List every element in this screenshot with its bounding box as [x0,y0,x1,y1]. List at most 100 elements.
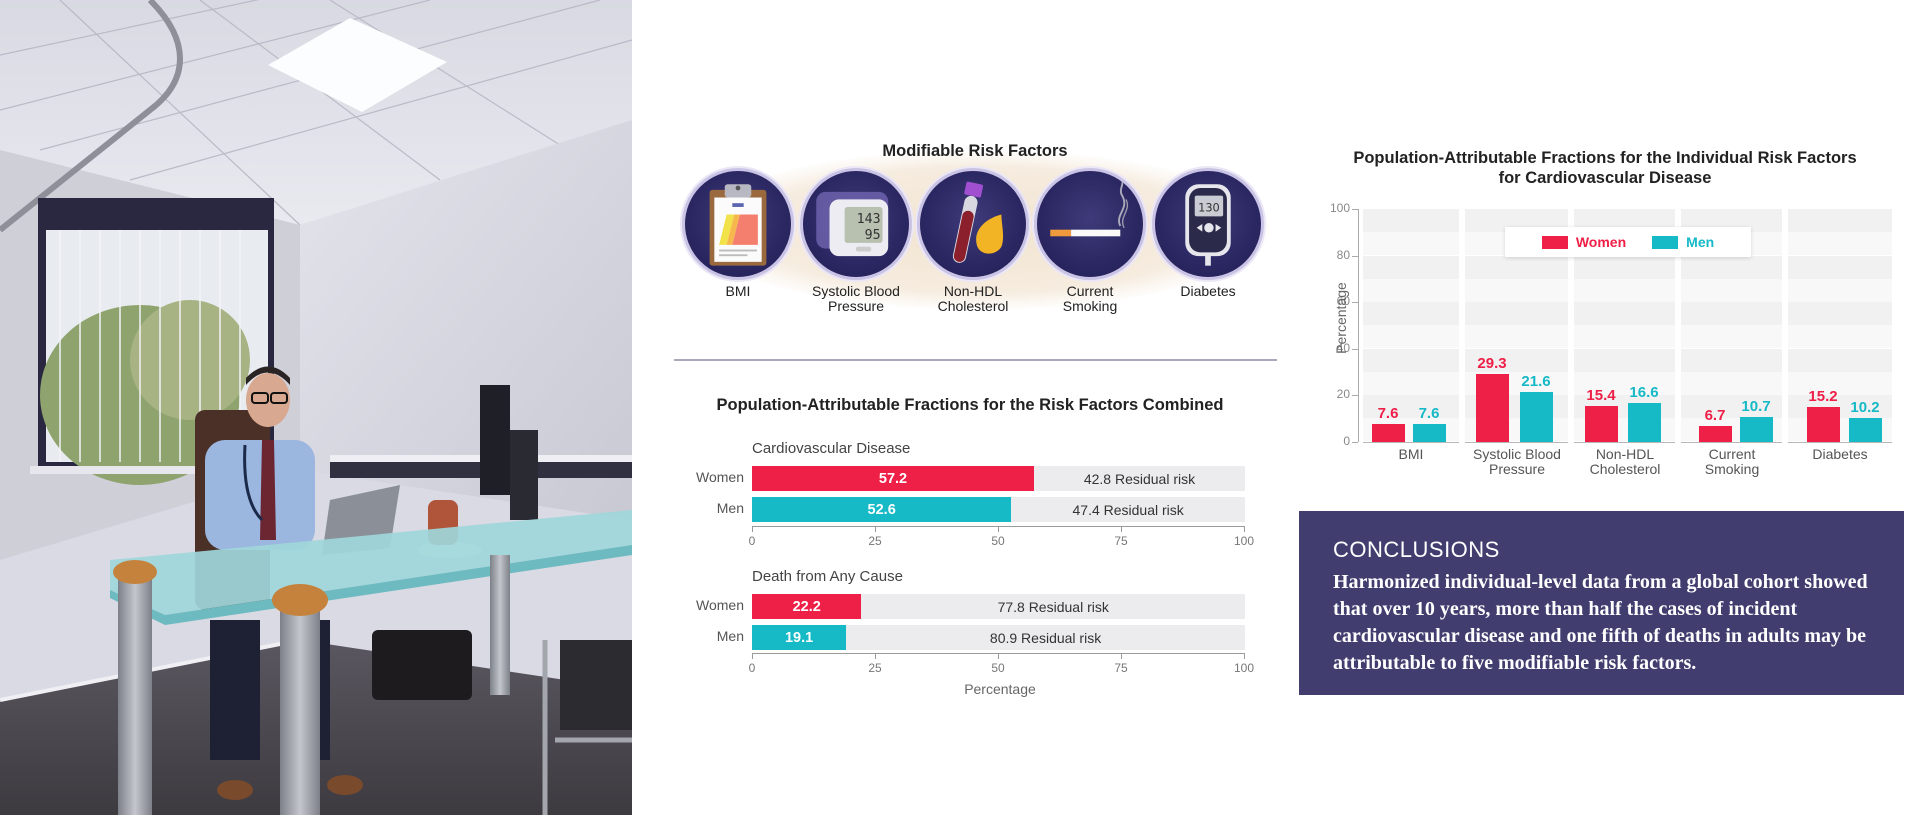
bmi-women-value: 7.6 [1377,405,1399,422]
x-tick-label: 100 [1233,661,1255,675]
combined-chart-title: Population-Attributable Fractions for th… [716,396,1224,414]
cvd-men-residual: 47.4 Residual risk [1072,501,1184,518]
y-axis-title: Percentage [1333,282,1349,354]
death-women-paf-bar: 22.2 [752,594,862,619]
category-label-non-hdl: Non-HDL Cholesterol [1589,446,1661,477]
bmi-men-value: 7.6 [1418,405,1440,422]
baseline [1788,442,1892,443]
svg-text:95: 95 [865,228,881,243]
y-tick-label: 80 [1336,248,1350,262]
death-women-bar-row: 22.2 77.8 Residual risk [752,594,1245,619]
x-tick [1121,526,1122,532]
death-group-title: Death from Any Cause [752,568,903,585]
chart-legend: Women Men [1505,227,1751,257]
x-tick-label: 25 [868,661,882,675]
cvd-men-label: Men [716,500,744,516]
category-label-diabetes: Diabetes [1812,446,1868,462]
death-women-residual: 77.8 Residual risk [997,598,1109,615]
baseline [1574,442,1675,443]
death-men-paf-bar: 19.1 [752,625,847,650]
test-tube-cholesterol-icon [917,168,1029,280]
y-tick-label: 0 [1343,434,1350,448]
x-tick-label: 0 [748,661,756,675]
category-label-smoking: Current Smoking [1704,446,1760,477]
x-tick-label: 0 [748,534,756,548]
x-tick [875,526,876,532]
category-label-bmi: BMI [1398,446,1424,462]
death-men-residual: 80.9 Residual risk [989,629,1102,646]
nonhdl-men-value: 16.6 [1629,384,1659,401]
death-women-label: Women [696,597,744,613]
modifiable-risk-factors-title: Modifiable Risk Factors [882,142,1068,160]
y-tick [1352,395,1358,396]
diabetes-women-bar [1807,407,1840,442]
x-tick [998,653,999,659]
y-tick [1352,256,1358,257]
clipboard-bmi-icon [682,168,794,280]
label-current-smoking: Current Smoking [1062,283,1118,314]
death-men-bar-row: 19.1 80.9 Residual risk [752,625,1245,650]
svg-text:143: 143 [857,212,881,227]
x-tick [1121,653,1122,659]
x-tick [752,526,753,532]
y-tick-label: 60 [1336,294,1350,308]
conclusions-body: Harmonized individual-level data from a … [1333,571,1868,674]
x-tick-label: 75 [1114,534,1128,548]
x-tick-label: 25 [868,534,882,548]
sbp-women-value: 29.3 [1477,355,1507,372]
death-men-label: Men [716,628,744,644]
y-tick-label: 100 [1329,201,1350,215]
diabetes-men-bar [1849,418,1882,442]
cvd-women-label: Women [696,469,744,485]
label-systolic-blood-pressure: Systolic Blood Pressure [812,283,900,314]
panel-smoking [1681,209,1782,442]
nonhdl-men-bar [1628,403,1661,442]
label-bmi: BMI [725,283,751,299]
smoking-women-value: 6.7 [1704,407,1726,424]
glucose-meter-icon: 130 [1152,168,1264,280]
y-tick [1352,302,1358,303]
x-tick-label: 100 [1233,534,1255,548]
baseline [1465,442,1568,443]
cvd-group-title: Cardiovascular Disease [752,440,911,457]
panel-bmi [1363,209,1459,442]
y-tick [1352,442,1358,443]
x-tick [1244,526,1245,532]
baseline [1681,442,1782,443]
y-tick-label: 40 [1336,341,1350,355]
cvd-men-bar-row: 52.6 47.4 Residual risk [752,497,1245,522]
sbp-men-value: 21.6 [1521,373,1551,390]
x-tick-label: 50 [991,661,1005,675]
bmi-men-bar [1413,424,1446,442]
smoking-men-value: 10.7 [1741,398,1771,415]
x-tick [875,653,876,659]
x-tick-label: 75 [1114,661,1128,675]
smoking-women-bar [1699,426,1732,442]
legend-women: Women [1541,234,1626,250]
nonhdl-women-value: 15.4 [1586,387,1616,404]
cvd-women-residual: 42.8 Residual risk [1083,470,1196,487]
x-tick [998,526,999,532]
combined-x-axis-title: Percentage [964,681,1036,697]
sbp-men-bar [1520,392,1553,442]
bmi-women-bar [1372,424,1405,442]
y-tick [1352,349,1358,350]
smoking-men-bar [1740,417,1773,442]
svg-text:130: 130 [1198,201,1220,215]
y-tick-label: 20 [1336,387,1350,401]
label-diabetes: Diabetes [1180,283,1236,299]
diabetes-men-value: 10.2 [1850,399,1880,416]
y-tick [1352,209,1358,210]
legend-women-swatch [1541,235,1568,249]
individual-chart-title: Population-Attributable Fractions for th… [1353,149,1857,187]
cvd-men-paf-bar: 52.6 [752,497,1012,522]
x-tick-label: 50 [991,534,1005,548]
x-tick [752,653,753,659]
baseline [1363,442,1459,443]
legend-men: Men [1652,234,1714,250]
nonhdl-women-bar [1585,406,1618,442]
y-axis [1358,209,1359,442]
diabetes-women-value: 15.2 [1808,388,1838,405]
cvd-women-paf-bar: 57.2 [752,466,1034,491]
x-tick [1244,653,1245,659]
